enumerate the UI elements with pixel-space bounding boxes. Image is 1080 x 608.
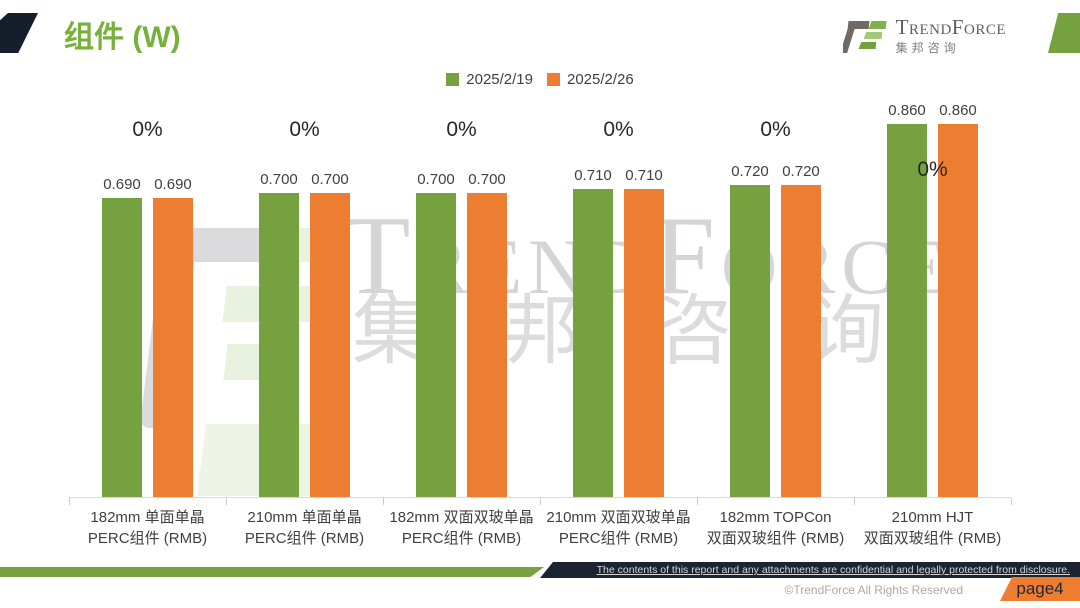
legend-item-series2: 2025/2/26: [547, 71, 634, 88]
chart-legend: 2025/2/19 2025/2/26: [0, 71, 1080, 88]
change-label: 0%: [917, 158, 948, 181]
change-label: 0%: [760, 118, 791, 141]
axis-tick: [1011, 498, 1012, 505]
bar-2025/2/26: [938, 124, 978, 498]
bar-value-label: 0.700: [417, 171, 455, 188]
bar-value-label: 0.720: [782, 163, 820, 180]
bar-group: 0.710 0.710 0%: [540, 0, 697, 498]
legend-label: 2025/2/26: [567, 71, 634, 88]
bar-value-label: 0.710: [625, 167, 663, 184]
change-label: 0%: [289, 118, 320, 141]
axis-tick: [854, 498, 855, 505]
bar-2025/2/19: [259, 193, 299, 498]
axis-baseline: [69, 497, 1011, 498]
bar-value-label: 0.700: [311, 171, 349, 188]
page-title: 组件 (W): [64, 21, 181, 54]
bar-value-label: 0.700: [260, 171, 298, 188]
bar-2025/2/19: [416, 193, 456, 498]
bar-2025/2/26: [624, 189, 664, 498]
change-label: 0%: [446, 118, 477, 141]
bar-2025/2/26: [310, 193, 350, 498]
footer-confidential-bar: The contents of this report and any atta…: [540, 562, 1080, 578]
bar-2025/2/19: [887, 124, 927, 498]
bar-value-label: 0.710: [574, 167, 612, 184]
legend-label: 2025/2/19: [466, 71, 533, 88]
copyright-text: ©TrendForce All Rights Reserved: [784, 583, 963, 597]
category-label: 182mm 双面双玻单晶 PERC组件 (RMB): [389, 509, 534, 547]
axis-tick: [540, 498, 541, 505]
bar-value-label: 0.690: [103, 176, 141, 193]
bar-2025/2/19: [102, 198, 142, 498]
bar-value-label: 0.860: [888, 102, 926, 119]
legend-item-series1: 2025/2/19: [446, 71, 533, 88]
category-label: 210mm HJT 双面双玻组件 (RMB): [863, 509, 1002, 547]
axis-tick: [69, 498, 70, 505]
confidential-text: The contents of this report and any atta…: [596, 564, 1070, 576]
bar-value-label: 0.700: [468, 171, 506, 188]
axis-tick: [697, 498, 698, 505]
bar-value-label: 0.720: [731, 163, 769, 180]
bar-2025/2/26: [467, 193, 507, 498]
change-label: 0%: [132, 118, 163, 141]
legend-swatch-green: [446, 73, 460, 86]
category-label: 182mm TOPCon 双面双玻组件 (RMB): [706, 509, 845, 547]
bar-group: 0.860 0.860 0%: [854, 0, 1011, 498]
bar-2025/2/19: [573, 189, 613, 498]
category-label: 182mm 单面单晶 PERC组件 (RMB): [87, 509, 208, 547]
trendforce-logo-icon: [839, 16, 887, 61]
trendforce-logo: TrendForce 集邦咨询: [839, 16, 1006, 61]
bar-value-label: 0.860: [939, 102, 977, 119]
axis-tick: [383, 498, 384, 505]
bar-2025/2/26: [153, 198, 193, 498]
change-label: 0%: [603, 118, 634, 141]
axis-tick: [226, 498, 227, 505]
page-number-badge: page4: [1000, 577, 1080, 601]
category-label: 210mm 单面单晶 PERC组件 (RMB): [244, 509, 365, 547]
trendforce-logo-text: TrendForce 集邦咨询: [896, 16, 1006, 56]
footer-accent-green: [0, 567, 544, 577]
brand-name: TrendForce: [895, 15, 1006, 39]
legend-swatch-orange: [547, 73, 560, 86]
category-label: 210mm 双面双玻单晶 PERC组件 (RMB): [546, 509, 691, 547]
bar-2025/2/26: [781, 185, 821, 498]
bar-2025/2/19: [730, 185, 770, 498]
bar-group: 0.720 0.720 0%: [697, 0, 854, 498]
bar-value-label: 0.690: [154, 176, 192, 193]
bar-group: 0.700 0.700 0%: [383, 0, 540, 498]
brand-name-cn: 集邦咨询: [895, 41, 960, 55]
